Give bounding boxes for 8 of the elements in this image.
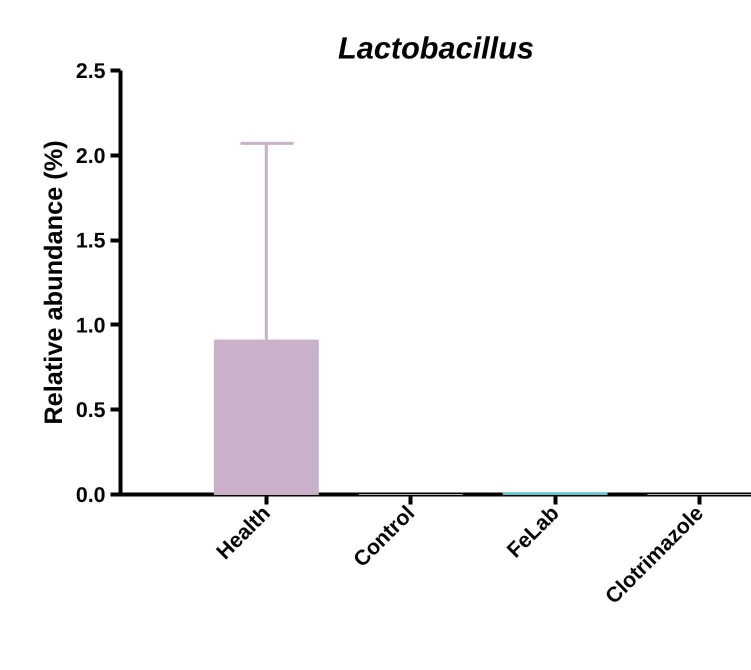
y-tick-label: 1.0 (76, 313, 106, 338)
y-tick-label: 2.5 (76, 59, 106, 83)
y-tick-label: 0.5 (76, 398, 106, 422)
y-tick-label: 1.5 (76, 228, 106, 253)
chart-title: Lactobacillus (338, 32, 534, 66)
y-tick-label: 0.0 (76, 483, 106, 507)
y-axis-title: Relative abundance (%) (40, 140, 68, 425)
y-tick-label: 2.0 (76, 144, 106, 168)
